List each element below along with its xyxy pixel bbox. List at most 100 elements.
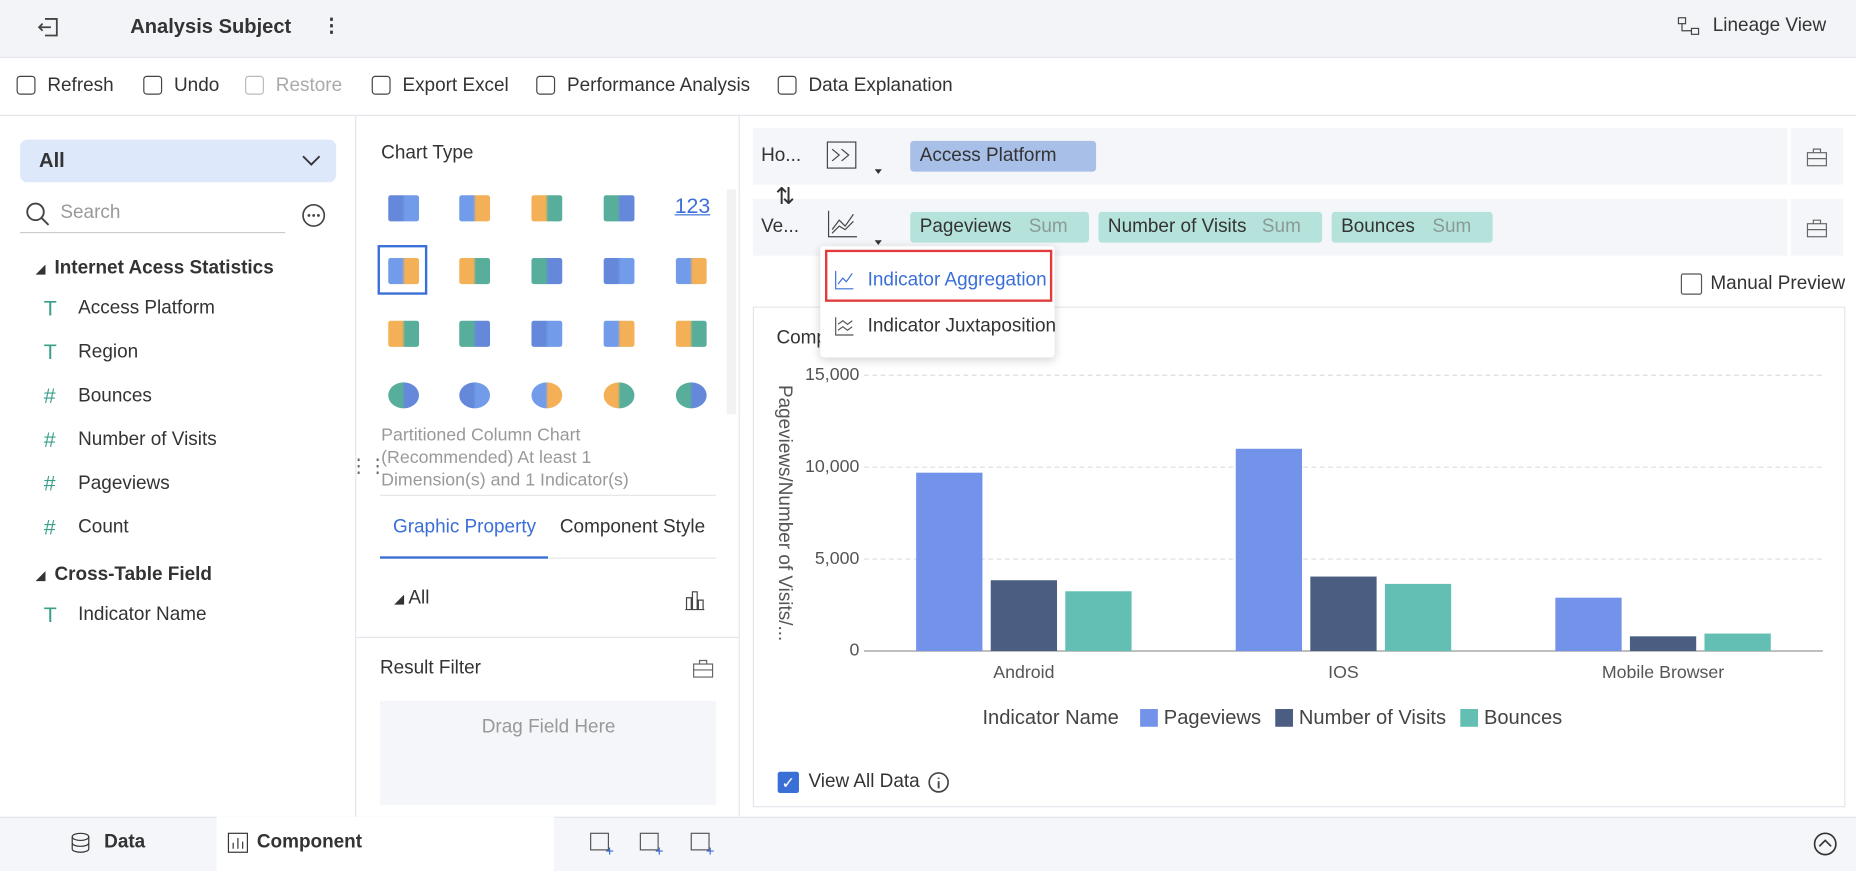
chart-type-icon[interactable] <box>388 382 420 409</box>
manual-preview[interactable]: Manual Preview <box>1710 273 1846 294</box>
menu-item[interactable]: Indicator Aggregation <box>867 269 1047 290</box>
filter-select[interactable] <box>20 139 337 183</box>
chart-title: Comp <box>776 327 826 348</box>
more-menu[interactable]: ⋮ <box>321 16 341 37</box>
chart-type-icon[interactable] <box>388 195 420 222</box>
toolbar-button[interactable]: Performance Analysis <box>566 75 751 96</box>
header <box>0 0 1856 58</box>
chart-type-icon[interactable] <box>531 382 563 409</box>
lineage-view[interactable]: Lineage View <box>1712 15 1827 36</box>
collapse-icon[interactable] <box>1812 831 1838 857</box>
checkbox-checked[interactable]: ✓ <box>777 771 799 794</box>
chart-type-icon[interactable] <box>675 258 707 285</box>
more-icon[interactable] <box>301 202 327 228</box>
back-icon[interactable] <box>36 14 62 40</box>
group-name[interactable]: Internet Acess Statistics <box>54 258 274 279</box>
menu-item[interactable]: Indicator Juxtaposition <box>867 316 1057 337</box>
chart-type-icon[interactable] <box>603 195 635 222</box>
field[interactable]: Count <box>78 517 129 538</box>
field[interactable]: Number of Visits <box>78 429 217 450</box>
axis-mode-icon[interactable] <box>825 140 884 180</box>
chart-type-icon[interactable]: 123 <box>674 194 711 218</box>
field-icon: T <box>43 603 57 627</box>
toolbar-button[interactable]: Data Explanation <box>808 75 953 96</box>
tab-component-style[interactable]: Component Style <box>559 517 706 538</box>
all-group[interactable]: All <box>408 588 430 609</box>
field[interactable]: Access Platform <box>78 298 215 319</box>
chart-type-icon[interactable] <box>531 195 563 222</box>
legend-swatch <box>1140 709 1158 727</box>
shelf-tool[interactable] <box>1790 127 1843 185</box>
search-underline <box>20 231 286 234</box>
chart-type-icon[interactable] <box>675 382 707 409</box>
chart-type-icon[interactable] <box>603 320 635 347</box>
y-axis-label: Pageviews/Number of Visits/... <box>774 385 795 641</box>
toolbar-button[interactable]: Restore <box>275 75 343 96</box>
resize-handle[interactable]: ⋮⋮ <box>349 456 388 478</box>
chip[interactable]: Pageviews Sum <box>910 211 1089 243</box>
toolbox-icon[interactable] <box>1805 147 1829 168</box>
chart-type-icon[interactable] <box>531 320 563 347</box>
shelf-tool[interactable] <box>1790 198 1843 256</box>
tab-graphic-property[interactable]: Graphic Property <box>392 517 537 538</box>
caret: ◢ <box>35 262 46 277</box>
scrollbar[interactable] <box>726 189 737 415</box>
chart-type-icon[interactable] <box>603 258 635 285</box>
info-icon[interactable] <box>927 771 951 795</box>
active-tab[interactable] <box>216 816 554 872</box>
chip[interactable]: Number of Visits Sum <box>1098 211 1323 243</box>
x-tick-label: Android <box>993 662 1054 682</box>
swap-icon[interactable]: ⇅ <box>775 184 796 211</box>
toolbox-icon[interactable] <box>691 658 715 679</box>
chart-type-icon[interactable] <box>459 382 491 409</box>
chip-agg: Sum <box>1028 216 1068 237</box>
group-name[interactable]: Cross-Table Field <box>54 564 212 585</box>
toolbar-button[interactable]: Undo <box>173 75 220 96</box>
chart-type-icon[interactable] <box>603 382 635 409</box>
chart-type-icon[interactable] <box>675 320 707 347</box>
bar <box>1384 583 1452 652</box>
toolbox-icon[interactable] <box>1805 218 1829 239</box>
data-tab[interactable]: Data <box>104 832 146 853</box>
divider <box>356 636 739 638</box>
field[interactable]: Indicator Name <box>78 604 207 625</box>
axis-mode-icon[interactable] <box>825 208 884 251</box>
toolbar-button[interactable]: Export Excel <box>402 75 509 96</box>
bar-icon[interactable] <box>684 589 705 611</box>
x-tick-label: Mobile Browser <box>1602 662 1724 682</box>
view-all-data[interactable]: View All Data <box>808 771 920 792</box>
y-tick-label: 0 <box>849 640 859 660</box>
chart-type-icon[interactable] <box>388 258 420 285</box>
component-tab[interactable]: Component <box>256 832 363 853</box>
add-icons[interactable] <box>587 830 717 856</box>
chart-type-icon[interactable] <box>459 320 491 347</box>
x-tick-label: IOS <box>1328 662 1359 682</box>
bar <box>990 580 1058 652</box>
field[interactable]: Bounces <box>78 385 152 406</box>
legend-label: Number of Visits <box>1299 707 1446 729</box>
toolbar-button[interactable]: Refresh <box>47 75 114 96</box>
lineage-icon[interactable] <box>1676 14 1702 38</box>
bar <box>1704 633 1771 652</box>
field[interactable]: Pageviews <box>78 473 170 494</box>
checkbox[interactable] <box>1680 273 1703 295</box>
chart-type-icon[interactable] <box>459 258 491 285</box>
result-filter: Result Filter <box>379 658 481 679</box>
filter-value: All <box>39 149 65 172</box>
field[interactable]: Region <box>78 342 139 363</box>
component-icon <box>227 832 248 853</box>
toolbar-icon <box>536 75 556 95</box>
chart-type-icon[interactable] <box>459 195 491 222</box>
search-input[interactable]: Search <box>60 202 121 223</box>
selected-frame <box>377 245 428 295</box>
chip[interactable]: Access Platform <box>910 140 1097 172</box>
chart-type-icon[interactable] <box>388 320 420 347</box>
chip-agg: Sum <box>1261 216 1301 237</box>
chart-type-icon[interactable] <box>531 258 563 285</box>
chip[interactable]: Bounces Sum <box>1331 211 1493 243</box>
drop-zone[interactable] <box>379 700 717 805</box>
field-icon: # <box>43 515 56 540</box>
bar <box>1629 636 1697 652</box>
toolbar <box>0 58 1856 116</box>
